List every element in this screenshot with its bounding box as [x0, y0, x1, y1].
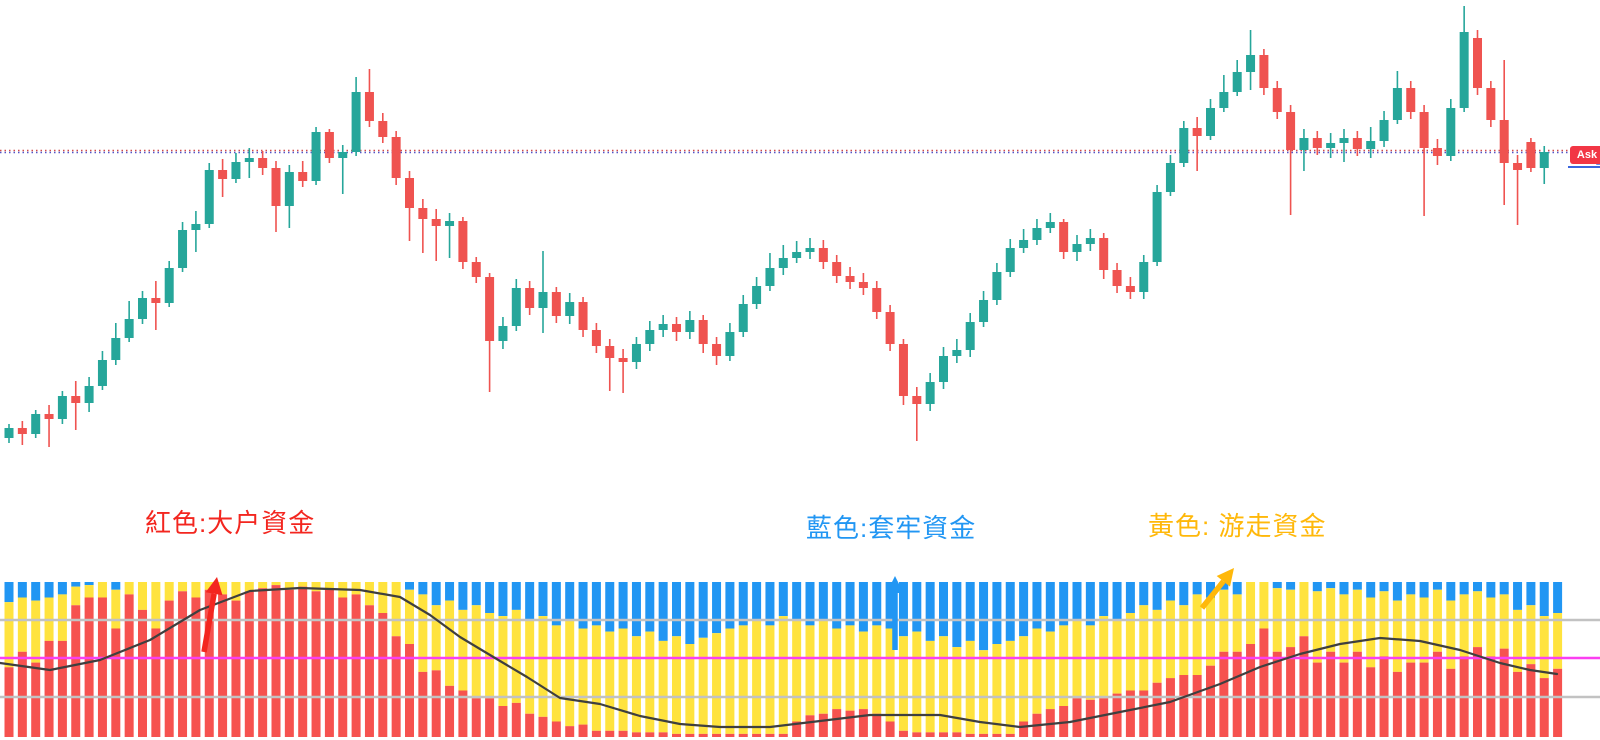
annotation-blue-label: 藍色:套牢資金 [806, 513, 977, 543]
blue-annotation-arrow [886, 576, 904, 650]
candlestick-series [4, 6, 1549, 447]
ask-dotted-line [0, 149, 1572, 154]
annotation-yellow-label: 黃色: 游走資金 [1148, 511, 1327, 541]
yellow-annotation-arrow [1199, 568, 1234, 610]
indicator-gridlines [0, 618, 1600, 699]
annotation-red-label: 紅色:大户資金 [145, 508, 316, 538]
red-annotation-arrow [201, 577, 223, 653]
ask-price-badge[interactable]: Ask [1570, 146, 1600, 164]
indicator-signal-line [0, 586, 1559, 729]
money-flow-stacked-bars [4, 582, 1563, 737]
ask-badge-underline [1568, 166, 1600, 168]
